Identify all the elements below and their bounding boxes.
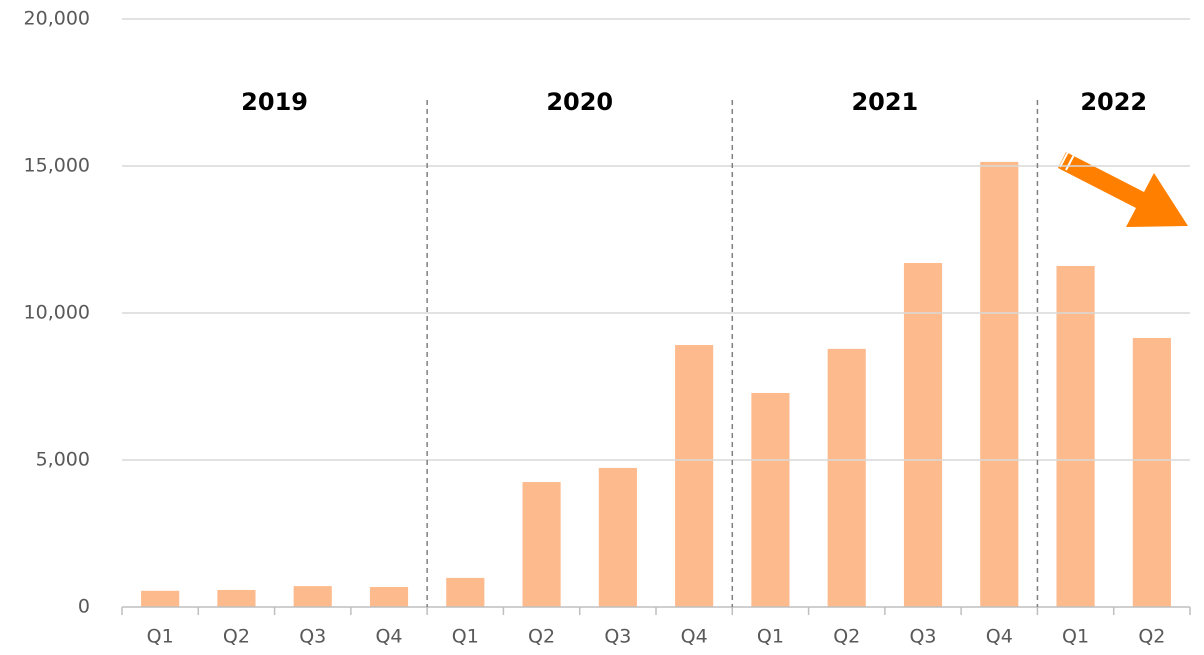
x-tick-label: Q1 bbox=[757, 626, 784, 648]
trend-arrow bbox=[1058, 147, 1188, 227]
x-tick-label: Q4 bbox=[681, 626, 708, 648]
x-tick-label: Q2 bbox=[1138, 626, 1165, 648]
x-tick-label: Q1 bbox=[1062, 626, 1089, 648]
bar bbox=[1056, 265, 1095, 607]
x-tick-label: Q3 bbox=[604, 626, 631, 648]
x-tick-label: Q1 bbox=[147, 626, 174, 648]
x-tick-label: Q4 bbox=[375, 626, 402, 648]
y-tick-label: 10,000 bbox=[24, 302, 90, 324]
bar bbox=[751, 392, 790, 607]
y-tick-label: 0 bbox=[78, 596, 90, 618]
x-tick-label: Q3 bbox=[299, 626, 326, 648]
bar bbox=[675, 345, 714, 607]
bar bbox=[1132, 337, 1171, 607]
bar bbox=[827, 348, 866, 607]
group-label: 2019 bbox=[241, 88, 308, 116]
x-tick-label: Q1 bbox=[452, 626, 479, 648]
x-tick-label: Q2 bbox=[528, 626, 555, 648]
x-tick-label: Q2 bbox=[833, 626, 860, 648]
bar bbox=[217, 589, 256, 607]
bar bbox=[522, 482, 561, 607]
x-tick-label: Q3 bbox=[909, 626, 936, 648]
bar bbox=[598, 467, 637, 607]
group-label: 2020 bbox=[546, 88, 613, 116]
x-tick-label: Q4 bbox=[986, 626, 1013, 648]
y-tick-label: 15,000 bbox=[24, 155, 90, 177]
bar bbox=[293, 586, 332, 607]
bar bbox=[980, 161, 1019, 607]
group-label: 2022 bbox=[1080, 88, 1147, 116]
y-tick-label: 20,000 bbox=[24, 8, 90, 30]
bar bbox=[903, 263, 943, 607]
bar bbox=[369, 587, 409, 607]
x-tick-label: Q2 bbox=[223, 626, 250, 648]
group-label: 2021 bbox=[851, 88, 918, 116]
bar bbox=[446, 577, 485, 607]
y-tick-label: 5,000 bbox=[36, 449, 90, 471]
bar bbox=[141, 590, 180, 607]
